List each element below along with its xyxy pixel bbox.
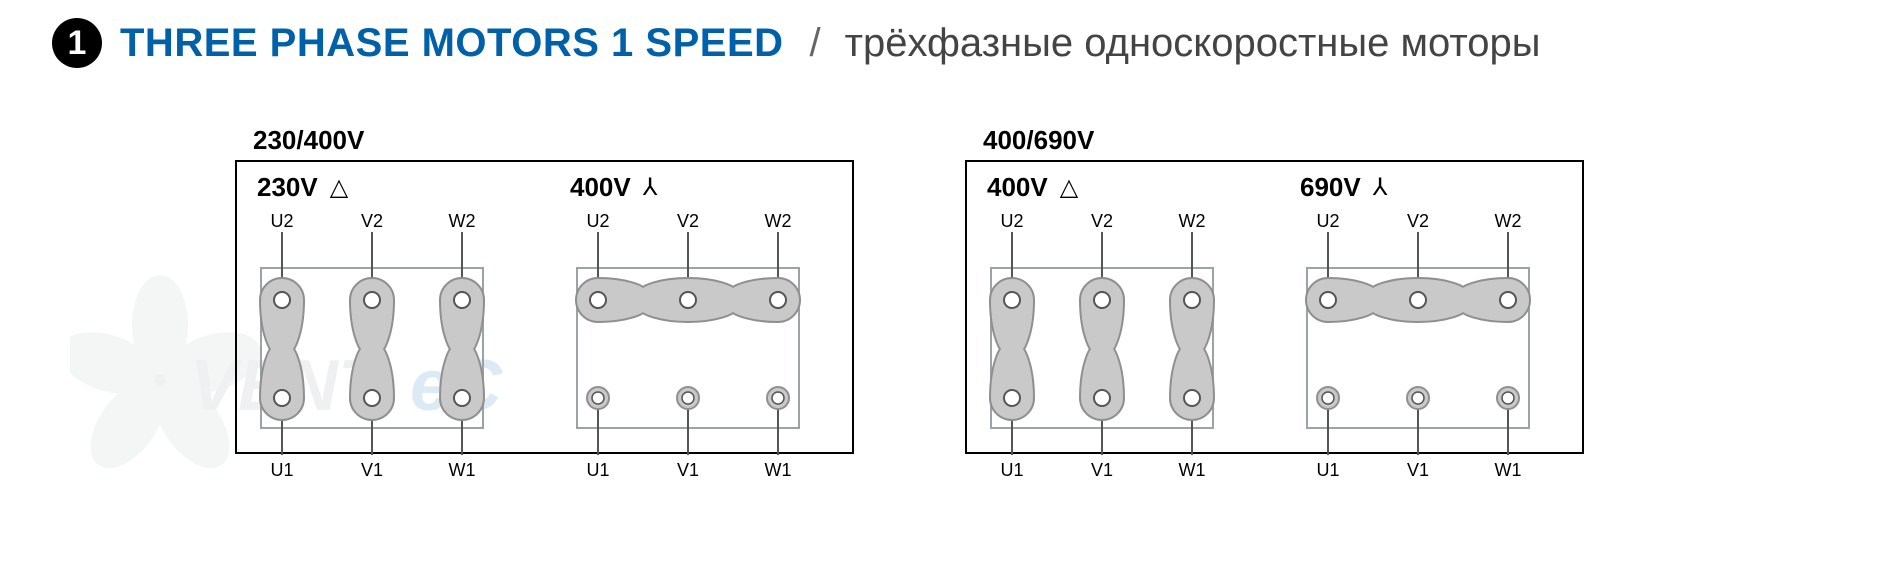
page-title-row: 1 THREE PHASE MOTORS 1 SPEED / трёхфазны… bbox=[52, 18, 1540, 68]
terminal-label-bottom: V1 bbox=[1407, 460, 1429, 481]
group-label: 230/400V bbox=[253, 125, 364, 156]
config-voltage-label: 690V bbox=[1300, 172, 1361, 203]
config-voltage-label: 230V bbox=[257, 172, 318, 203]
terminal-label-top: V2 bbox=[677, 211, 699, 232]
terminal-label-bottom: U1 bbox=[270, 460, 293, 481]
terminal-label-bottom: W1 bbox=[449, 460, 476, 481]
terminal-label-top: V2 bbox=[1091, 211, 1113, 232]
config-voltage-label: 400V bbox=[570, 172, 631, 203]
star-symbol-icon: ⅄ bbox=[643, 176, 658, 200]
wiring-group-box bbox=[235, 160, 854, 454]
terminal-label-bottom: U1 bbox=[1316, 460, 1339, 481]
terminal-label-top: V2 bbox=[1407, 211, 1429, 232]
group-label: 400/690V bbox=[983, 125, 1094, 156]
config-header: 400V △ bbox=[987, 172, 1078, 203]
terminal-label-top: W2 bbox=[1179, 211, 1206, 232]
terminal-label-bottom: W1 bbox=[1179, 460, 1206, 481]
terminal-label-top: W2 bbox=[765, 211, 792, 232]
wiring-group-box bbox=[965, 160, 1584, 454]
config-header: 400V ⅄ bbox=[570, 172, 657, 203]
config-voltage-label: 400V bbox=[987, 172, 1048, 203]
terminal-label-top: W2 bbox=[1495, 211, 1522, 232]
title-english: THREE PHASE MOTORS 1 SPEED bbox=[120, 21, 784, 66]
delta-symbol-icon: △ bbox=[1060, 176, 1078, 200]
terminal-label-top: U2 bbox=[1000, 211, 1023, 232]
section-number: 1 bbox=[68, 24, 87, 63]
terminal-label-top: W2 bbox=[449, 211, 476, 232]
terminal-label-bottom: U1 bbox=[586, 460, 609, 481]
terminal-label-bottom: V1 bbox=[361, 460, 383, 481]
terminal-label-top: V2 bbox=[361, 211, 383, 232]
terminal-label-bottom: W1 bbox=[765, 460, 792, 481]
title-russian: трёхфазные односкоростные моторы bbox=[845, 21, 1541, 66]
section-number-badge: 1 bbox=[52, 18, 102, 68]
terminal-label-top: U2 bbox=[1316, 211, 1339, 232]
terminal-label-top: U2 bbox=[270, 211, 293, 232]
title-separator: / bbox=[810, 21, 821, 66]
terminal-label-bottom: V1 bbox=[1091, 460, 1113, 481]
config-header: 230V △ bbox=[257, 172, 348, 203]
delta-symbol-icon: △ bbox=[330, 176, 348, 200]
terminal-label-bottom: V1 bbox=[677, 460, 699, 481]
terminal-label-bottom: U1 bbox=[1000, 460, 1023, 481]
star-symbol-icon: ⅄ bbox=[1373, 176, 1388, 200]
config-header: 690V ⅄ bbox=[1300, 172, 1387, 203]
terminal-label-top: U2 bbox=[586, 211, 609, 232]
terminal-label-bottom: W1 bbox=[1495, 460, 1522, 481]
